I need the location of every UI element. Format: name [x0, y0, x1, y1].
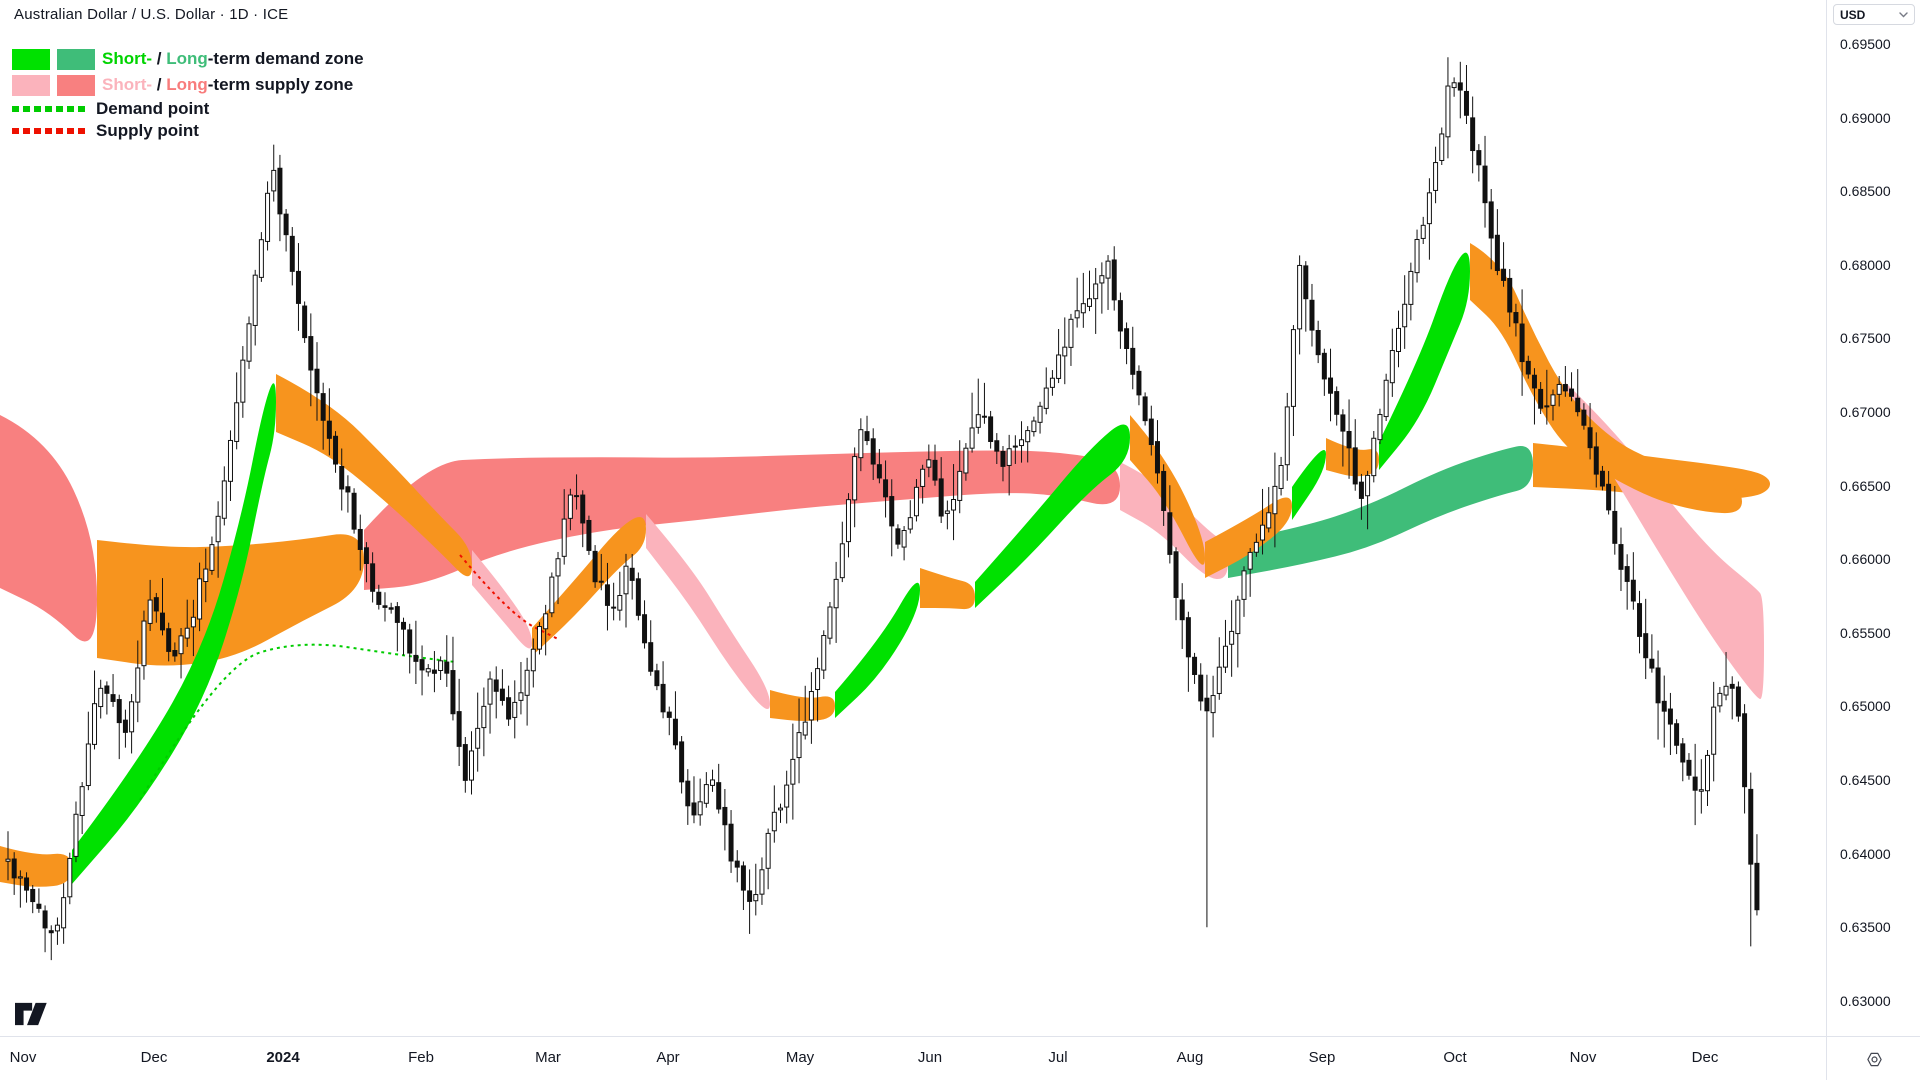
chevron-down-icon — [1899, 11, 1908, 17]
time-tick-month-label: Nov — [1569, 1049, 1597, 1066]
currency-selector[interactable]: USD — [1833, 4, 1915, 25]
legend-supply-short-label: Short- — [102, 75, 153, 94]
time-tick-month-label: Apr — [656, 1049, 680, 1066]
legend-row-demand-zone: Short- / Long -term demand zone — [12, 46, 364, 72]
price-tick-label: 0.63500 — [1840, 919, 1891, 936]
time-tick-month-label: Dec — [140, 1049, 168, 1066]
tradingview-logo[interactable] — [14, 1002, 52, 1026]
time-axis[interactable]: Nov Dec 2024 Feb Mar Apr May Jun Jul Aug Sep Oct Nov… — [0, 1036, 1826, 1080]
time-tick-month-label: Sep — [1308, 1049, 1336, 1066]
symbol-title: Australian Dollar / U.S. Dollar · 1D · I… — [14, 6, 289, 23]
legend-row-supply-point: Supply point — [12, 120, 364, 142]
time-tick-month-label: May — [785, 1049, 815, 1066]
legend-demand-long-label: Long — [166, 49, 208, 68]
price-tick-label: 0.69500 — [1840, 36, 1891, 52]
price-tick-label: 0.64500 — [1840, 772, 1891, 788]
legend-supply-long-label: Long — [166, 75, 208, 94]
legend-row-supply-zone: Short- / Long -term supply zone — [12, 72, 364, 98]
legend-supply-point-label: Supply point — [96, 121, 199, 140]
price-tick-label: 0.66500 — [1840, 477, 1891, 494]
legend-demand-short-label: Short- — [102, 49, 153, 68]
price-tick-label: 0.68000 — [1840, 256, 1891, 273]
price-tick-label: 0.67500 — [1840, 330, 1891, 347]
legend-demand-point-label: Demand point — [96, 99, 210, 118]
price-axis[interactable]: USD 0.69500 0.69000 0.68500 0.68000 0.67500 0… — [1826, 0, 1920, 1036]
price-tick-label: 0.66000 — [1840, 551, 1891, 568]
time-tick-month-label: Feb — [408, 1049, 434, 1066]
time-tick-month-label: Jun — [917, 1049, 943, 1066]
axis-settings-corner[interactable] — [1826, 1036, 1920, 1080]
legend-demand-separator: / — [152, 49, 167, 68]
legend-supply-rest-label: -term supply zone — [207, 75, 354, 94]
time-tick-year-label: 2024 — [266, 1049, 300, 1066]
legend-supply-separator: / — [152, 75, 167, 94]
time-tick-month-label: Oct — [1443, 1049, 1467, 1066]
time-tick-month-label: Dec — [1691, 1049, 1719, 1066]
short-supply-swatch — [12, 74, 50, 96]
price-tick-label: 0.63000 — [1840, 992, 1891, 1009]
price-tick-label: 0.67000 — [1840, 404, 1891, 420]
currency-selector-value: USD — [1840, 7, 1866, 22]
tradingview-logo-icon — [15, 1002, 47, 1026]
price-tick-label: 0.64000 — [1840, 845, 1891, 862]
short-demand-swatch — [12, 48, 50, 70]
demand-point-line-swatch — [12, 106, 86, 112]
chart-canvas[interactable]: Australian Dollar / U.S. Dollar · 1D · I… — [0, 0, 1826, 1036]
gear-icon — [1866, 1052, 1882, 1066]
price-tick-label: 0.65500 — [1840, 624, 1891, 641]
indicator-legend: Short- / Long -term demand zone Short- / … — [12, 46, 364, 142]
time-tick-month-label: Jul — [1048, 1049, 1068, 1066]
legend-row-demand-point: Demand point — [12, 98, 364, 120]
time-tick-month-label: Mar — [535, 1049, 561, 1066]
supply-point-line-swatch — [12, 128, 86, 134]
long-demand-swatch — [57, 48, 95, 70]
price-tick-label: 0.65000 — [1840, 698, 1891, 715]
price-tick-label: 0.69000 — [1840, 109, 1891, 126]
time-tick-month-label: Aug — [1176, 1049, 1204, 1066]
time-tick-month-label: Nov — [9, 1049, 37, 1066]
long-supply-swatch — [57, 74, 95, 96]
price-chart-svg[interactable] — [0, 0, 1826, 1036]
price-tick-label: 0.68500 — [1840, 183, 1891, 200]
legend-demand-rest-label: -term demand zone — [207, 49, 364, 68]
